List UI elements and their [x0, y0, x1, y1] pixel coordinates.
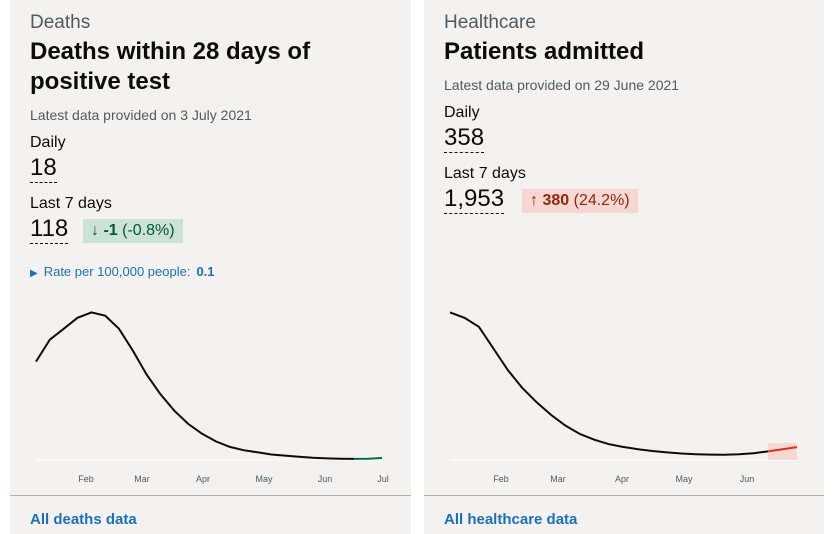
card-category: Deaths	[30, 12, 91, 33]
daily-label: Daily	[30, 134, 66, 151]
x-tick-label: Feb	[493, 474, 509, 484]
card-category: Healthcare	[444, 12, 536, 33]
change-percent: (-0.8%)	[122, 222, 175, 239]
rate-value: 0.1	[196, 264, 215, 279]
daily-label: Daily	[444, 104, 480, 121]
change-badge: ↑ 380 (24.2%)	[522, 189, 638, 213]
divider	[10, 495, 411, 496]
x-tick-label: May	[255, 474, 273, 484]
deaths-card: Deaths Deaths within 28 days of positive…	[10, 0, 411, 534]
x-tick-label: Apr	[196, 474, 210, 484]
divider	[424, 495, 824, 496]
change-badge: ↓ -1 (-0.8%)	[83, 219, 183, 243]
daily-value[interactable]: 358	[444, 124, 485, 153]
arrow-down-icon: ↓	[91, 222, 99, 239]
x-tick-label: May	[675, 474, 693, 484]
week-label: Last 7 days	[30, 195, 112, 212]
change-value: 380	[542, 192, 570, 209]
week-value[interactable]: 118	[30, 215, 69, 244]
all-deaths-link[interactable]: All deaths data	[30, 511, 137, 528]
x-tick-label: Mar	[550, 474, 566, 484]
rate-toggle[interactable]: ▶ Rate per 100,000 people: 0.1	[30, 264, 215, 279]
card-title: Patients admitted	[444, 38, 645, 65]
recent-series-line	[767, 446, 798, 453]
x-tick-label: Apr	[615, 474, 629, 484]
latest-data-text: Latest data provided on 3 July 2021	[30, 107, 252, 123]
series-line	[35, 311, 355, 460]
healthcare-chart: Feb Mar Apr May Jun	[449, 311, 798, 484]
daily-value[interactable]: 18	[30, 154, 57, 183]
change-value: -1	[103, 222, 118, 239]
week-value[interactable]: 1,953	[444, 185, 505, 214]
deaths-chart: Feb Mar Apr May Jun Jul	[35, 311, 389, 484]
x-tick-label: Jul	[377, 474, 389, 484]
x-tick-label: Mar	[134, 474, 150, 484]
x-tick-label: Jun	[318, 474, 333, 484]
week-label: Last 7 days	[444, 165, 526, 182]
x-tick-label: Feb	[78, 474, 94, 484]
x-tick-label: Jun	[740, 474, 755, 484]
series-line	[449, 311, 769, 456]
healthcare-card: Healthcare Patients admitted Latest data…	[424, 0, 824, 534]
latest-data-text: Latest data provided on 29 June 2021	[444, 77, 680, 93]
triangle-right-icon: ▶	[30, 268, 38, 279]
change-percent: (24.2%)	[573, 192, 630, 209]
rate-label: Rate per 100,000 people:	[43, 264, 191, 279]
arrow-up-icon: ↑	[530, 192, 538, 209]
all-healthcare-link[interactable]: All healthcare data	[444, 511, 578, 528]
recent-series-line	[354, 457, 383, 460]
card-title: Deaths within 28 days of positive test	[30, 38, 311, 95]
